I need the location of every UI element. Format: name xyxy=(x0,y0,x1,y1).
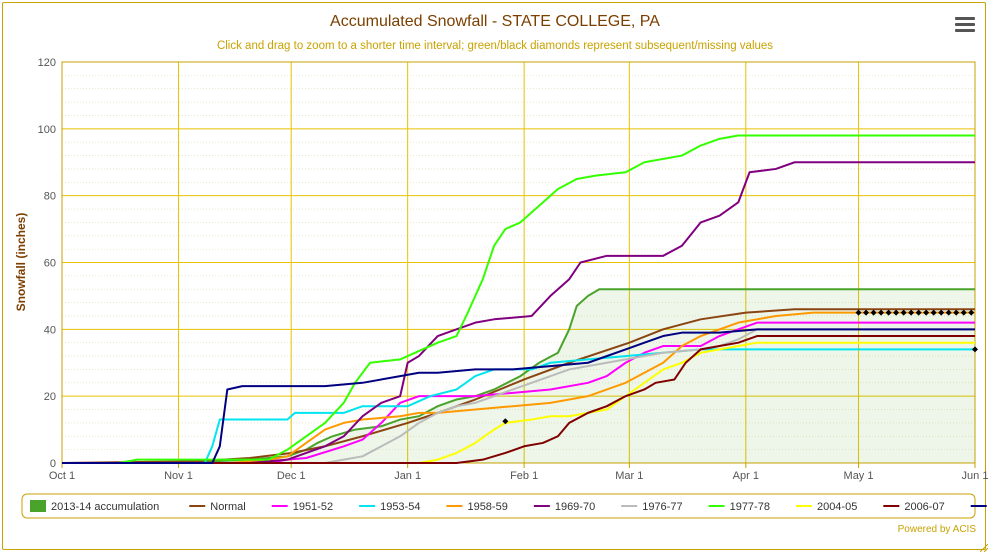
missing-value-diamond[interactable] xyxy=(878,309,885,316)
series-line-1969-70[interactable] xyxy=(62,161,975,464)
legend-swatch xyxy=(30,500,46,512)
missing-value-diamond[interactable] xyxy=(893,309,900,316)
legend-item[interactable]: 1969-70 xyxy=(533,501,595,513)
menu-line-icon xyxy=(955,23,975,26)
missing-value-diamond[interactable] xyxy=(930,309,937,316)
legend-item[interactable]: 2006-07 xyxy=(883,501,945,513)
x-tick-label: Dec 1 xyxy=(277,470,306,482)
missing-value-diamond[interactable] xyxy=(863,309,870,316)
missing-value-diamond[interactable] xyxy=(855,309,862,316)
legend-label: 2013-14 accumulation xyxy=(51,501,159,513)
series-line-2006-07[interactable] xyxy=(62,335,975,464)
resize-grip-icon[interactable] xyxy=(980,544,988,552)
missing-value-diamond[interactable] xyxy=(968,309,975,316)
missing-value-diamond[interactable] xyxy=(870,309,877,316)
legend-item[interactable]: Normal xyxy=(189,501,246,513)
y-axis-label: Snowfall (inches) xyxy=(14,213,28,312)
credit-text[interactable]: Powered by ACIS xyxy=(898,524,977,535)
legend-item[interactable]: 2013-14 accumulation xyxy=(30,500,159,513)
plot-border xyxy=(61,61,976,464)
missing-value-diamond[interactable] xyxy=(960,309,967,316)
series-area-fill xyxy=(62,289,975,463)
missing-value-diamond[interactable] xyxy=(938,309,945,316)
legend-item[interactable]: 1953-54 xyxy=(359,501,420,513)
missing-value-diamond[interactable] xyxy=(945,309,952,316)
y-tick-label: 0 xyxy=(50,458,56,470)
legend-item[interactable]: 1951-52 xyxy=(271,501,333,513)
menu-line-icon xyxy=(955,17,975,20)
missing-value-diamond[interactable] xyxy=(885,309,892,316)
missing-value-diamond[interactable] xyxy=(953,309,960,316)
chart-menu-icon[interactable] xyxy=(955,17,975,35)
x-tick-label: Mar 1 xyxy=(615,470,643,482)
x-tick-label: Apr 1 xyxy=(733,470,759,482)
legend-item[interactable]: 1977-78 xyxy=(708,501,770,513)
legend-label: 1958-59 xyxy=(467,501,507,513)
chart-subtitle: Click and drag to zoom to a shorter time… xyxy=(217,40,773,52)
series-line-1951-52[interactable] xyxy=(62,321,975,464)
x-tick-label: May 1 xyxy=(844,470,874,482)
legend-label: 2004-05 xyxy=(817,501,857,513)
series-line-1953-54[interactable] xyxy=(62,348,975,464)
chart-title: Accumulated Snowfall - STATE COLLEGE, PA xyxy=(330,13,660,30)
y-tick-label: 80 xyxy=(44,191,56,203)
legend-label: 1976-77 xyxy=(642,501,682,513)
x-tick-label: Jun 1 xyxy=(962,470,989,482)
legend-item[interactable]: 1976-77 xyxy=(621,501,683,513)
menu-line-icon xyxy=(955,29,975,32)
y-tick-label: 20 xyxy=(44,391,56,403)
missing-value-diamond[interactable] xyxy=(900,309,907,316)
series-line-1958-59[interactable] xyxy=(62,311,975,464)
legend-item[interactable]: 1958-59 xyxy=(446,501,508,513)
legend-label: 1951-52 xyxy=(293,501,333,513)
legend-label: Normal xyxy=(210,501,245,513)
y-tick-label: 60 xyxy=(44,258,56,270)
x-tick-label: Feb 1 xyxy=(510,470,538,482)
missing-value-diamond[interactable] xyxy=(972,346,978,353)
x-tick-label: Oct 1 xyxy=(49,470,75,482)
legend-label: 2006-07 xyxy=(904,501,944,513)
missing-value-diamond[interactable] xyxy=(502,418,509,425)
legend-item[interactable]: 1968-69 xyxy=(970,501,990,513)
x-tick-label: Nov 1 xyxy=(164,470,193,482)
missing-value-diamond[interactable] xyxy=(908,309,915,316)
series-line-1977-78[interactable] xyxy=(62,134,975,464)
legend-label: 1953-54 xyxy=(380,501,420,513)
series-line-1968-69[interactable] xyxy=(62,328,975,464)
y-tick-label: 120 xyxy=(38,57,56,69)
y-tick-label: 100 xyxy=(38,124,56,136)
series-line-normal[interactable] xyxy=(61,308,975,464)
legend-label: 1969-70 xyxy=(555,501,595,513)
legend-item[interactable]: 2004-05 xyxy=(795,501,857,513)
missing-value-diamond[interactable] xyxy=(923,309,930,316)
y-tick-label: 40 xyxy=(44,324,56,336)
missing-value-diamond[interactable] xyxy=(915,309,922,316)
x-tick-label: Jan 1 xyxy=(394,470,421,482)
legend-label: 1977-78 xyxy=(730,501,770,513)
